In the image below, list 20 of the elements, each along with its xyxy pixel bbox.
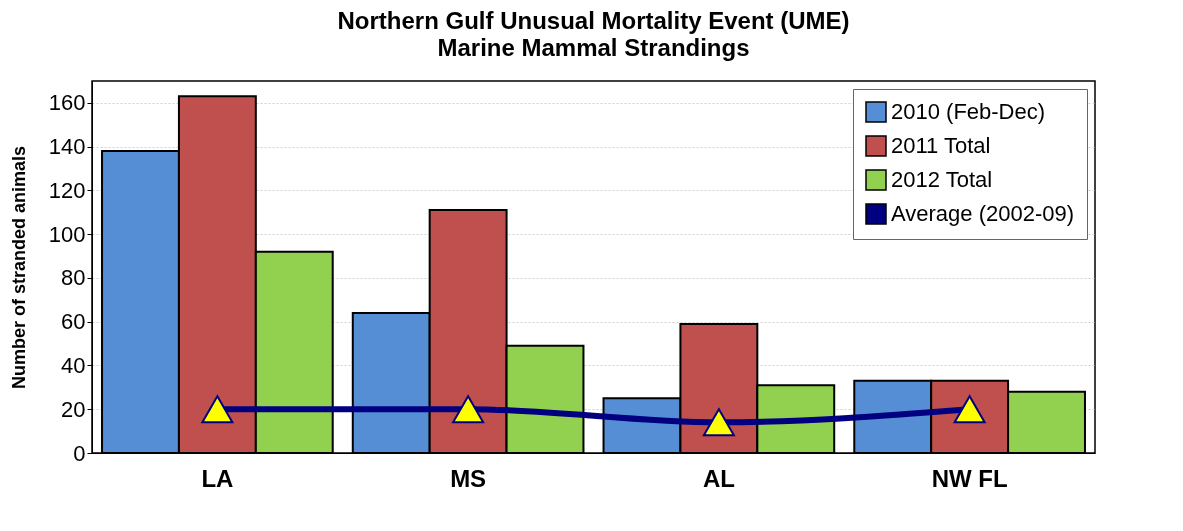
x-tick-label: NW FL (931, 464, 1008, 492)
y-tick-label: 160 (48, 90, 86, 116)
chart-subtitle: Marine Mammal Strandings (437, 34, 750, 61)
y-tick-label: 60 (61, 309, 86, 335)
y-tick-label: 80 (61, 265, 86, 291)
y-axis-title: Number of stranded animals (8, 145, 29, 390)
y-tick-label: 120 (48, 177, 86, 203)
chart-title: Northern Gulf Unusual Mortality Event (UME) (337, 7, 850, 34)
x-tick-label: LA (201, 464, 234, 492)
legend-label: 2011 Total (891, 133, 991, 158)
y-tick-label: 40 (61, 352, 86, 378)
y-tick-label: 20 (61, 396, 86, 422)
y-tick-label: 0 (73, 440, 86, 466)
legend-label: 2012 Total (891, 167, 993, 192)
legend-label: 2010 (Feb-Dec) (891, 99, 1046, 124)
legend-label: Average (2002-09) (891, 201, 1075, 226)
y-tick-label: 100 (48, 221, 86, 247)
x-tick-label: MS (450, 464, 487, 492)
y-tick-label: 140 (48, 134, 86, 160)
x-tick-label: AL (702, 464, 735, 492)
